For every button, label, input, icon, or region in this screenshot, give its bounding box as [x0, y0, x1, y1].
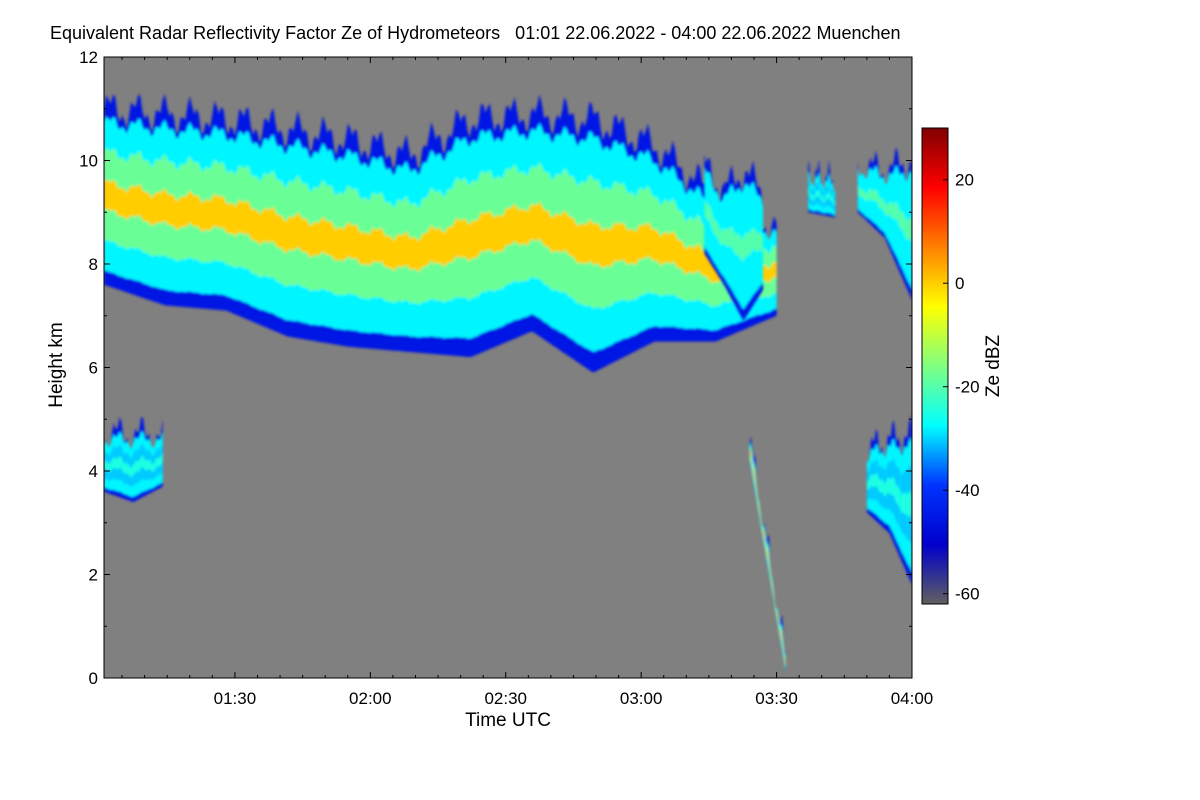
x-axis-label: Time UTC	[465, 710, 551, 731]
echo-region-cirrus-streaks-0315	[704, 154, 763, 321]
y-tick-label: 4	[89, 462, 98, 481]
x-tick-label: 04:00	[891, 689, 934, 708]
colorbar-tick-label: -60	[955, 585, 980, 604]
echo-band	[104, 452, 163, 478]
echo-region-cirrus-0340	[808, 159, 836, 218]
echo-band	[808, 179, 836, 211]
colorbar-tick-label: -20	[955, 378, 980, 397]
y-tick-label: 2	[89, 566, 98, 585]
chart-title: Equivalent Radar Reflectivity Factor Ze …	[50, 23, 901, 43]
y-tick-label: 6	[89, 359, 98, 378]
colorbar	[921, 127, 949, 605]
echo-band	[866, 472, 912, 521]
x-tick-label: 03:30	[755, 689, 798, 708]
x-tick-label: 02:00	[349, 689, 392, 708]
y-tick-label: 10	[79, 152, 98, 171]
echo-band	[808, 187, 836, 207]
y-tick-label: 12	[79, 48, 98, 67]
x-tick-label: 03:00	[620, 689, 663, 708]
colorbar-ticks: -60 -40 -20 0 20	[943, 171, 980, 604]
echo-band	[704, 199, 763, 261]
x-tick-label: 01:30	[214, 689, 257, 708]
echo-layer	[104, 93, 912, 673]
colorbar-label: Ze dBZ	[983, 334, 1004, 397]
colorbar-tick-label: 20	[955, 171, 974, 190]
y-tick-label: 0	[89, 669, 98, 688]
echo-region-precipitation-shaft-0330	[749, 436, 786, 673]
echo-band	[749, 450, 786, 666]
echo-band	[857, 184, 912, 243]
y-axis-label: Height km	[46, 322, 67, 408]
echo-region-upper-ice-cloud	[104, 93, 777, 373]
y-tick-label: 8	[89, 255, 98, 274]
x-axis: 01:30 02:00 02:30 03:00 03:30 04:00	[121, 57, 934, 708]
echo-band	[104, 179, 777, 284]
x-tick-label: 02:30	[484, 689, 527, 708]
colorbar-tick-label: 0	[955, 274, 964, 293]
echo-region-midlevel-cloud-0350	[866, 415, 912, 585]
y-axis: 0 2 4 6 8 10 12	[79, 48, 912, 688]
echo-band	[104, 441, 163, 488]
colorbar-tick-label: -40	[955, 481, 980, 500]
echo-region-cirrus-0350	[857, 147, 912, 301]
echo-region-midlevel-cloud-0101	[104, 416, 163, 503]
